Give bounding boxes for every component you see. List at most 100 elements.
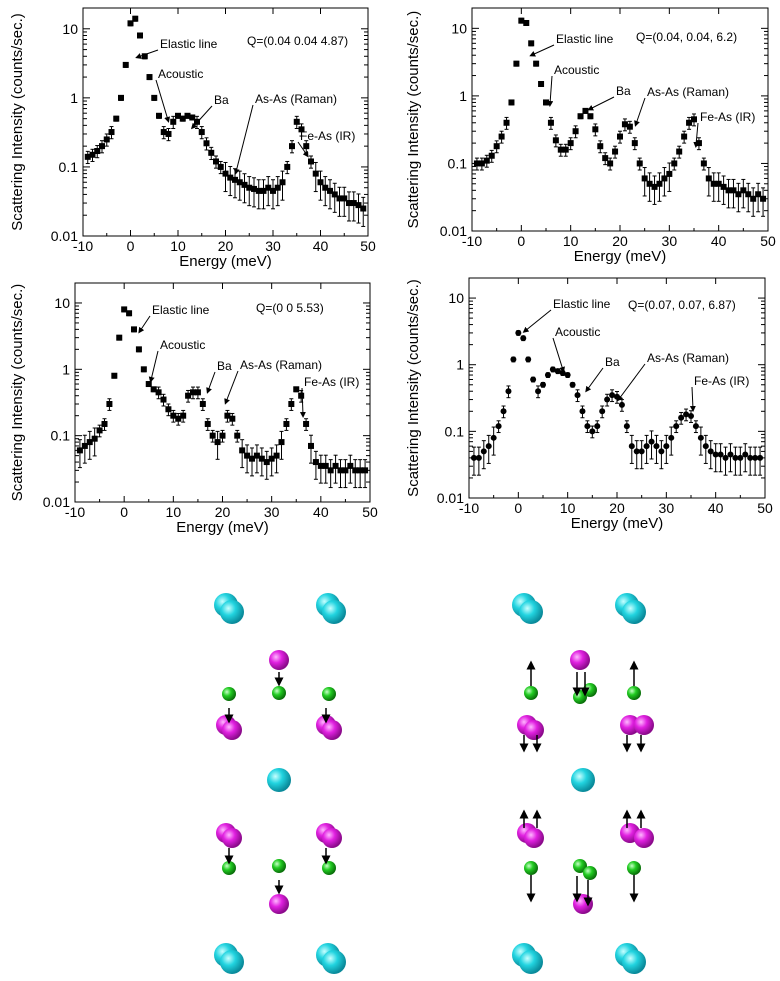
data-point [362, 467, 369, 474]
data-point [498, 133, 505, 140]
data-point [735, 191, 742, 198]
fe-atom [272, 859, 286, 873]
data-point [651, 183, 658, 190]
x-tick-label: 30 [662, 233, 678, 249]
data-point [199, 401, 206, 408]
data-point [308, 158, 314, 165]
data-point [249, 455, 255, 462]
data-point [513, 60, 520, 67]
data-point [518, 17, 525, 24]
data-point [638, 448, 645, 455]
data-point [592, 126, 599, 133]
data-point [567, 140, 574, 147]
annotation-arrow [587, 96, 615, 111]
x-tick-label: 20 [612, 233, 628, 249]
data-point [666, 170, 673, 177]
data-point [599, 408, 606, 415]
data-point [217, 163, 224, 170]
annotation-arrow [689, 386, 696, 412]
data-point [312, 170, 319, 177]
structures-layer [214, 593, 654, 974]
ba-atom [220, 950, 244, 974]
x-tick-label: 30 [659, 500, 675, 516]
ba-atom [322, 600, 346, 624]
data-point [653, 443, 660, 450]
data-point [530, 376, 537, 383]
data-point [626, 123, 633, 130]
data-point [564, 372, 571, 379]
data-point [179, 115, 186, 122]
data-point [488, 152, 495, 159]
data-point [678, 414, 685, 421]
data-point [84, 153, 91, 160]
data-point [150, 386, 157, 393]
data-point [636, 160, 643, 167]
data-point [470, 454, 477, 461]
data-point [108, 129, 115, 136]
y-axis-label: Scattering Intensity (counts/sec.) [405, 11, 422, 229]
data-point [268, 455, 275, 462]
data-point [483, 157, 490, 164]
data-point [236, 179, 243, 186]
data-point [312, 459, 319, 466]
data-point [213, 158, 219, 165]
annotation-arrow [693, 122, 700, 148]
data-point [317, 462, 324, 469]
y-tick-label: 0.01 [440, 223, 467, 239]
data-point [99, 143, 105, 150]
annotation-label: Acoustic [554, 63, 599, 77]
x-tick-label: 0 [127, 238, 135, 254]
data-point [322, 184, 329, 191]
data-point [722, 454, 729, 461]
x-tick-label: 20 [215, 504, 231, 520]
ba-atom [622, 950, 646, 974]
data-point [103, 136, 110, 143]
fe-atom [322, 687, 336, 701]
data-point [617, 133, 623, 140]
data-point [715, 180, 722, 187]
data-point [156, 112, 162, 119]
data-point [720, 183, 727, 190]
x-tick-label: 0 [120, 504, 128, 520]
data-point [253, 452, 260, 459]
fe-atom [222, 861, 236, 875]
data-point [204, 420, 211, 427]
data-point [327, 187, 333, 194]
data-point [341, 195, 348, 202]
ba-atom [571, 768, 595, 792]
x-tick-label: -10 [462, 233, 482, 249]
data-point [127, 20, 134, 27]
as-atom [634, 715, 654, 735]
as-atom [620, 715, 640, 735]
data-point [101, 420, 108, 427]
data-point [495, 423, 502, 430]
y-tick-label: 1 [456, 357, 464, 373]
data-point [322, 462, 329, 469]
data-point [288, 401, 295, 408]
x-tick-label: 50 [360, 238, 376, 254]
data-point [258, 455, 265, 462]
data-point [180, 412, 187, 419]
data-point [132, 15, 139, 22]
data-point [543, 99, 549, 106]
data-point [710, 180, 717, 187]
data-point [577, 113, 584, 120]
as-atom [524, 828, 544, 848]
data-point [190, 389, 196, 396]
data-point [265, 184, 272, 191]
data-point [503, 119, 510, 126]
annotation-label: Fe-As (IR) [694, 374, 749, 388]
data-point [106, 401, 113, 408]
data-point [700, 160, 707, 167]
data-point [184, 112, 191, 119]
data-point [279, 179, 286, 186]
data-point [572, 128, 579, 135]
data-point [327, 467, 334, 474]
data-point [227, 174, 234, 181]
x-axis-label: Energy (meV) [179, 253, 272, 270]
data-point [274, 184, 281, 191]
annotation-label: As-As (Raman) [647, 351, 729, 365]
x-axis-label: Energy (meV) [571, 515, 664, 532]
fe-atom [627, 686, 641, 700]
